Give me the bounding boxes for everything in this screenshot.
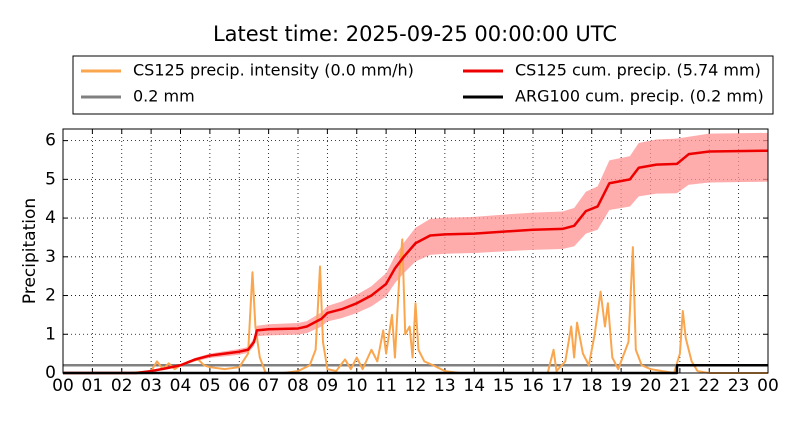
x-tick-label: 23 bbox=[728, 376, 750, 396]
x-tick-label: 00 bbox=[52, 376, 74, 396]
legend-label: CS125 cum. precip. (5.74 mm) bbox=[515, 61, 761, 80]
x-tick-label: 19 bbox=[610, 376, 632, 396]
series-line bbox=[63, 149, 769, 375]
x-tick-label: 21 bbox=[669, 376, 691, 396]
plot-frame bbox=[62, 128, 769, 374]
x-tick-label: 20 bbox=[640, 376, 662, 396]
x-tick-label: 00 bbox=[757, 376, 779, 396]
x-tick-label: 05 bbox=[199, 376, 221, 396]
legend-label: ARG100 cum. precip. (0.2 mm) bbox=[515, 87, 764, 106]
y-tick-label: 5 bbox=[45, 169, 56, 189]
y-tick-label: 0 bbox=[45, 363, 56, 383]
x-tick-label: 06 bbox=[228, 376, 250, 396]
series-line bbox=[130, 238, 768, 374]
x-tick-label: 04 bbox=[170, 376, 192, 396]
y-tick-label: 2 bbox=[45, 286, 56, 306]
x-tick-label: 18 bbox=[581, 376, 603, 396]
x-tick-label: 08 bbox=[287, 376, 309, 396]
y-tick-label: 3 bbox=[45, 247, 56, 267]
y-tick-label: 1 bbox=[45, 324, 56, 344]
x-tick-label: 16 bbox=[522, 376, 544, 396]
x-tick-label: 03 bbox=[140, 376, 162, 396]
legend-box bbox=[72, 55, 774, 115]
uncertainty-band bbox=[63, 132, 768, 373]
x-tick-label: 10 bbox=[346, 376, 368, 396]
x-tick-label: 13 bbox=[434, 376, 456, 396]
x-tick-label: 15 bbox=[493, 376, 515, 396]
x-tick-label: 01 bbox=[82, 376, 104, 396]
y-axis-label: Precipitation bbox=[20, 198, 40, 304]
legend-label: CS125 precip. intensity (0.0 mm/h) bbox=[133, 61, 414, 80]
plot-area bbox=[62, 128, 769, 375]
x-tick-label: 02 bbox=[111, 376, 133, 396]
x-tick-label: 07 bbox=[258, 376, 280, 396]
chart-title: Latest time: 2025-09-25 00:00:00 UTC bbox=[213, 22, 617, 46]
y-tick-label: 4 bbox=[45, 208, 56, 228]
x-tick-label: 12 bbox=[405, 376, 427, 396]
x-tick-label: 17 bbox=[552, 376, 574, 396]
x-tick-label: 22 bbox=[698, 376, 720, 396]
x-tick-label: 09 bbox=[317, 376, 339, 396]
x-tick-label: 14 bbox=[463, 376, 485, 396]
y-tick-label: 6 bbox=[45, 131, 56, 151]
x-tick-label: 11 bbox=[375, 376, 397, 396]
legend-label: 0.2 mm bbox=[133, 87, 195, 106]
